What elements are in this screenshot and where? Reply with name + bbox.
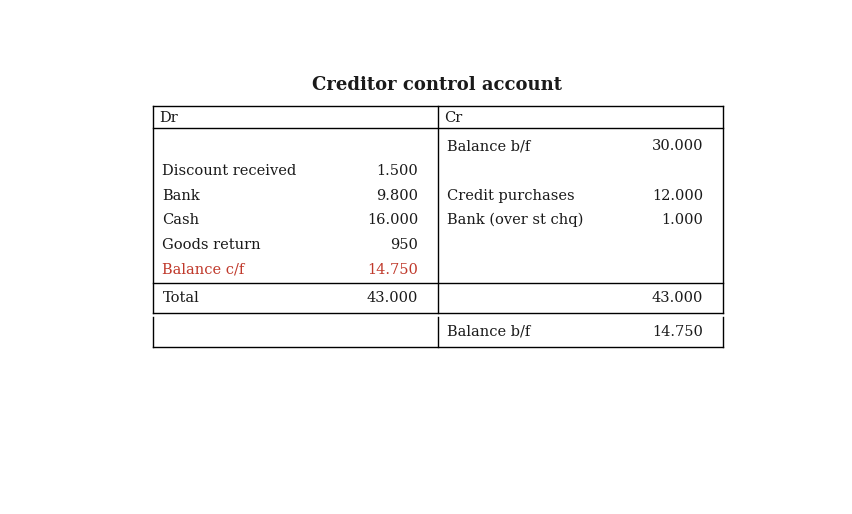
Text: Bank: Bank: [162, 189, 200, 203]
Text: 12.000: 12.000: [652, 189, 703, 203]
Text: Bank (over st chq): Bank (over st chq): [446, 213, 583, 228]
Text: 30.000: 30.000: [651, 139, 703, 153]
Text: Creditor control account: Creditor control account: [312, 76, 561, 94]
Text: 1.500: 1.500: [376, 164, 417, 178]
Text: 9.800: 9.800: [376, 189, 417, 203]
Text: Balance b/f: Balance b/f: [446, 325, 529, 339]
Text: 14.750: 14.750: [367, 263, 417, 277]
Text: 43.000: 43.000: [366, 291, 417, 305]
Text: 950: 950: [390, 238, 417, 252]
Text: 43.000: 43.000: [651, 291, 703, 305]
Text: 16.000: 16.000: [366, 213, 417, 227]
Text: Balance b/f: Balance b/f: [446, 139, 529, 153]
Text: 1.000: 1.000: [660, 213, 703, 227]
Text: 14.750: 14.750: [652, 325, 703, 339]
Text: Balance c/f: Balance c/f: [162, 263, 245, 277]
Text: Total: Total: [162, 291, 199, 305]
Text: Cash: Cash: [162, 213, 199, 227]
Text: Goods return: Goods return: [162, 238, 261, 252]
Text: Dr: Dr: [159, 111, 178, 125]
Text: Credit purchases: Credit purchases: [446, 189, 573, 203]
Text: Discount received: Discount received: [162, 164, 296, 178]
Text: Cr: Cr: [443, 111, 462, 125]
